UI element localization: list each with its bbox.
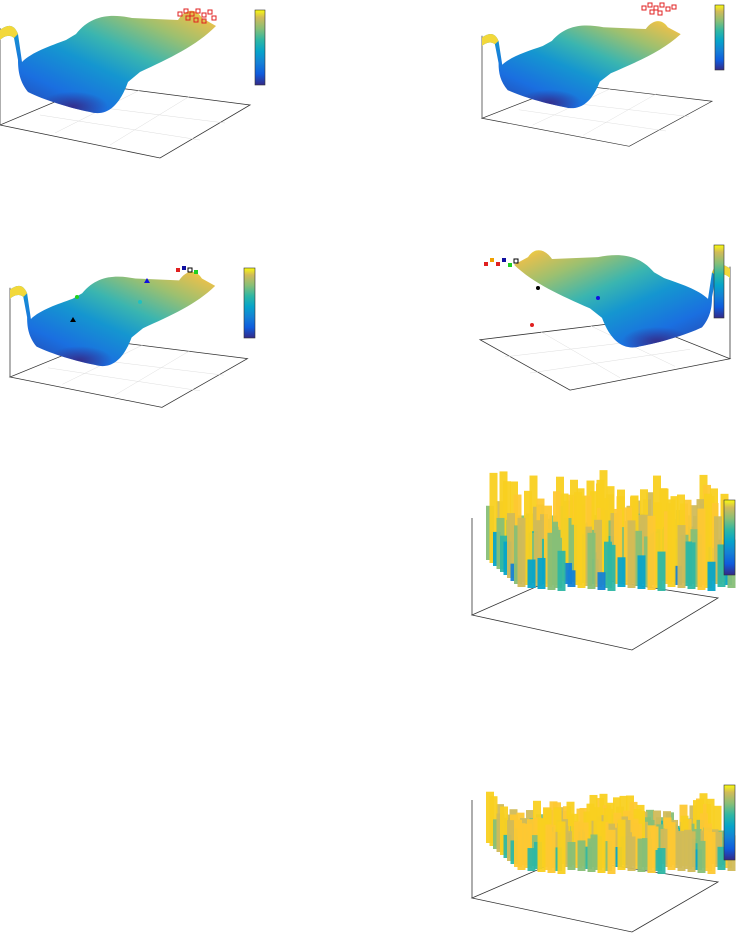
markers (484, 258, 600, 327)
surface-column (597, 572, 606, 590)
surface-column (677, 525, 686, 588)
surface-column (707, 831, 716, 874)
surface-column (704, 493, 712, 588)
colorbar (243, 267, 256, 339)
surface-column (577, 840, 586, 871)
surface-column (500, 806, 508, 855)
surface-column (600, 498, 609, 585)
surface-column (657, 551, 666, 591)
surface-column (687, 542, 696, 589)
surface-column (614, 508, 622, 584)
surface-panel (9, 271, 248, 408)
surface-column (537, 818, 546, 872)
surface-column (567, 841, 576, 870)
surface-column (677, 830, 686, 871)
surface-column (507, 513, 515, 578)
surface-column (707, 561, 716, 591)
surface-column (607, 829, 616, 874)
surface-column (647, 515, 656, 590)
surface-column (527, 848, 536, 871)
colorbar (714, 4, 725, 71)
surface-column (657, 848, 666, 874)
surface-column (524, 490, 532, 585)
surface-column (594, 519, 602, 587)
surface-column (637, 555, 646, 589)
surface-column (560, 493, 569, 581)
spiky-surface-panel (470, 791, 736, 933)
surface-panel (479, 249, 731, 391)
surface-column (627, 520, 636, 588)
surface-column (617, 557, 626, 587)
surface-column (627, 836, 636, 871)
surface-column (587, 532, 596, 589)
surface-column (527, 559, 536, 588)
surface-column (717, 846, 726, 870)
surface-column (547, 532, 556, 590)
surface-column (607, 544, 616, 591)
surface-column (697, 508, 706, 590)
surface-column (687, 831, 696, 872)
markers (641, 2, 677, 16)
spiky-surface-panel (470, 470, 736, 651)
surface-column (667, 822, 676, 870)
surface-column (647, 825, 656, 873)
surface-column (667, 499, 676, 587)
colorbar (723, 784, 736, 861)
surface-column (524, 823, 532, 868)
surface-column (489, 472, 498, 563)
surface-column (557, 821, 566, 874)
markers (177, 8, 217, 24)
surface-column (637, 838, 646, 872)
surface-column (517, 823, 526, 870)
surface-column (567, 570, 576, 587)
surface-column (577, 496, 586, 588)
colorbar (713, 244, 725, 319)
colorbar (254, 9, 266, 86)
surface-column (534, 520, 542, 586)
surface-column (717, 544, 726, 587)
surface-panel (0, 10, 251, 159)
surface-column (537, 557, 546, 589)
surface-column (587, 838, 596, 872)
surface-column (617, 819, 626, 870)
surface-column (654, 502, 662, 588)
colorbar (723, 499, 736, 576)
surface-panel (481, 20, 713, 147)
surface-column (557, 550, 566, 591)
surface-column (697, 840, 706, 873)
surface-column (547, 825, 556, 873)
markers (70, 266, 198, 322)
surface-column (517, 517, 526, 587)
surface-column (597, 821, 606, 873)
